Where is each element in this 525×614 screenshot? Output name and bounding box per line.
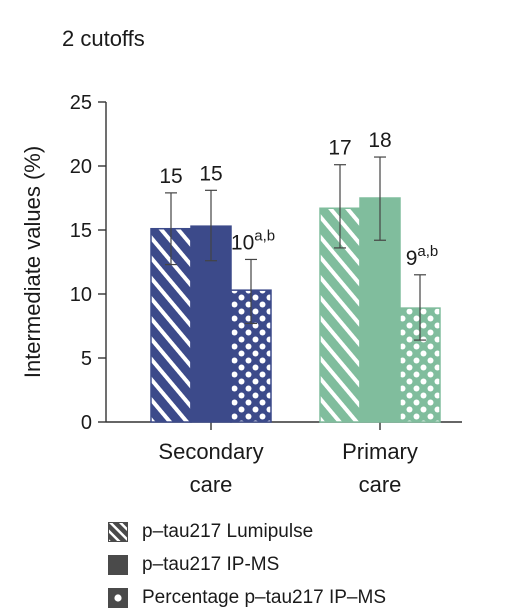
legend-swatch-stripes [108, 521, 128, 542]
legend-item-lumipulse: p–tau217 Lumipulse [108, 515, 386, 548]
y-tick-label: 5 [81, 348, 92, 370]
legend-label: p–tau217 IP-MS [142, 553, 280, 575]
chart-title: 2 cutoffs [62, 26, 145, 51]
legend-label: Percentage p–tau217 IP–MS [142, 586, 387, 608]
y-tick-label: 0 [81, 412, 92, 434]
data-label: 15 [159, 165, 182, 188]
legend: p–tau217 Lumipulse p–tau217 IP-MS Percen… [108, 515, 386, 614]
data-label: 17 [328, 137, 351, 160]
legend-swatch-dots [108, 587, 128, 608]
legend-item-percentage: Percentage p–tau217 IP–MS [108, 581, 386, 614]
bar-chart: 0 5 10 15 20 25 Intermediate values (%) Seconda… [20, 92, 462, 497]
data-label: 15 [199, 162, 222, 185]
y-tick-label: 20 [70, 156, 92, 178]
data-label: 9a,b [406, 243, 439, 270]
legend-label: p–tau217 Lumipulse [142, 520, 314, 542]
x-tick-label: Primary [342, 439, 418, 464]
x-tick-label: care [190, 472, 233, 497]
legend-item-ipms: p–tau217 IP-MS [108, 548, 386, 581]
data-label: 18 [368, 129, 391, 152]
legend-swatch-solid [108, 554, 128, 575]
y-tick-label: 25 [70, 92, 92, 114]
y-axis-title: Intermediate values (%) [20, 146, 45, 378]
x-tick-label: care [359, 472, 402, 497]
x-tick-label: Secondary [158, 439, 263, 464]
y-tick-label: 10 [70, 284, 92, 306]
y-tick-label: 15 [70, 220, 92, 242]
data-label: 10a,b [231, 227, 275, 254]
